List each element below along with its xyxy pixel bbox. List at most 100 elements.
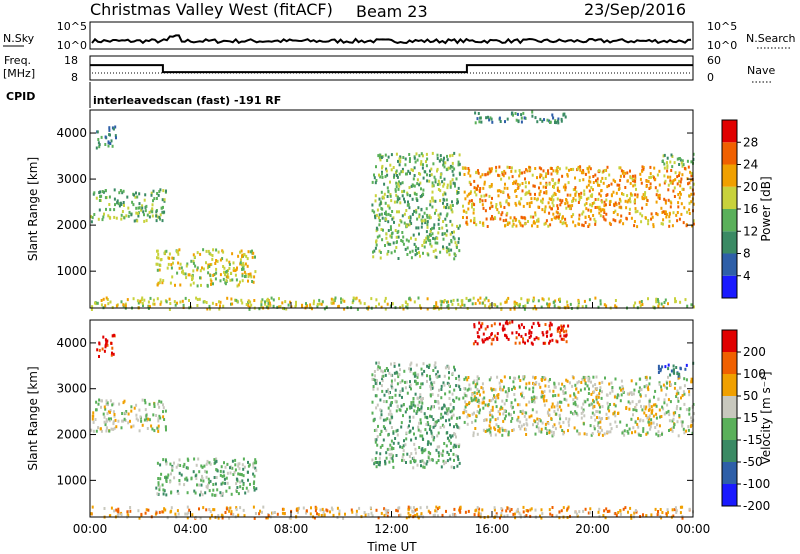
echo-cell xyxy=(546,432,548,435)
echo-cell xyxy=(650,217,653,221)
echo-cell xyxy=(598,183,601,187)
echo-cell xyxy=(431,458,434,462)
echo-cell xyxy=(523,216,526,220)
echo-cell xyxy=(634,174,637,178)
echo-cell xyxy=(384,369,387,373)
echo-cell xyxy=(589,403,592,407)
echo-cell xyxy=(626,200,629,204)
echo-cell xyxy=(506,514,509,518)
echo-cell xyxy=(439,154,442,158)
echo-cell xyxy=(121,412,124,415)
echo-cell xyxy=(532,423,534,427)
echo-cell xyxy=(587,208,590,212)
echo-cell xyxy=(352,296,355,300)
echo-cell xyxy=(536,422,539,426)
echo-cell xyxy=(653,166,656,170)
echo-cell xyxy=(511,429,514,432)
echo-cell xyxy=(514,189,517,192)
echo-cell xyxy=(122,303,125,307)
echo-cell xyxy=(239,506,242,510)
echo-cell xyxy=(610,182,613,186)
echo-cell xyxy=(598,403,601,407)
echo-cell xyxy=(449,232,452,236)
echo-cell xyxy=(545,190,548,194)
echo-cell xyxy=(443,383,446,387)
echo-cell xyxy=(265,516,268,520)
colorbar-tick-label: 4 xyxy=(743,269,751,283)
echo-cell xyxy=(384,508,387,512)
echo-cell xyxy=(597,429,599,433)
echo-cell xyxy=(489,303,492,307)
echo-cell xyxy=(410,438,413,442)
echo-cell xyxy=(492,397,494,401)
echo-cell xyxy=(572,213,575,217)
echo-cell xyxy=(500,405,503,409)
echo-cell xyxy=(654,426,657,429)
echo-cell xyxy=(413,242,416,246)
echo-cell xyxy=(403,200,406,204)
echo-cell xyxy=(177,261,180,265)
echo-cell xyxy=(603,211,606,214)
echo-cell xyxy=(626,171,629,175)
echo-cell xyxy=(448,514,451,518)
echo-cell xyxy=(661,159,664,163)
echo-cell xyxy=(511,224,514,228)
echo-cell xyxy=(688,194,691,198)
echo-cell xyxy=(575,411,578,415)
echo-cell xyxy=(543,399,546,403)
echo-cell xyxy=(215,271,218,275)
echo-cell xyxy=(467,207,470,211)
echo-cell xyxy=(482,224,485,227)
echo-cell xyxy=(138,206,141,210)
echo-cell xyxy=(538,193,541,197)
echo-cell xyxy=(564,188,567,192)
echo-cell xyxy=(101,190,104,193)
echo-cell xyxy=(425,240,427,244)
echo-cell xyxy=(169,510,172,514)
echo-cell xyxy=(399,368,401,372)
echo-cell xyxy=(157,477,160,480)
echo-cell xyxy=(534,432,537,436)
echo-cell xyxy=(105,399,108,403)
echo-cell xyxy=(416,158,419,162)
echo-cell xyxy=(598,207,601,211)
echo-cell xyxy=(176,271,179,275)
echo-cell xyxy=(611,387,614,391)
echo-cell xyxy=(425,152,428,156)
echo-cell xyxy=(589,180,592,184)
colorbar-segment xyxy=(722,330,737,352)
echo-cell xyxy=(586,384,589,388)
echo-cell xyxy=(248,305,251,309)
echo-cell xyxy=(442,201,444,205)
y-tick-label: 3000 xyxy=(56,172,87,186)
echo-cell xyxy=(681,187,684,191)
x-tick-label: 00:00 xyxy=(676,522,711,536)
echo-cell xyxy=(540,430,543,434)
echo-cell xyxy=(620,214,623,218)
echo-cell xyxy=(672,413,675,417)
echo-cell xyxy=(556,207,559,210)
echo-cell xyxy=(381,238,384,242)
echo-cell xyxy=(614,304,617,308)
echo-cell xyxy=(523,514,526,518)
echo-cell xyxy=(419,181,422,185)
echo-cell xyxy=(406,246,409,250)
echo-cell xyxy=(489,217,492,221)
echo-cell xyxy=(426,431,428,435)
echo-cell xyxy=(457,226,460,230)
echo-cell xyxy=(237,513,240,517)
echo-cell xyxy=(534,116,537,120)
echo-cell xyxy=(610,427,613,431)
echo-cell xyxy=(155,414,158,417)
echo-cell xyxy=(95,146,98,150)
echo-cell xyxy=(453,425,455,429)
echo-cell xyxy=(159,302,162,306)
echo-cell xyxy=(647,385,649,389)
echo-cell xyxy=(598,410,601,414)
echo-cell xyxy=(157,193,160,197)
echo-cell xyxy=(389,225,392,229)
echo-cell xyxy=(536,120,539,124)
echo-cell xyxy=(157,483,160,487)
echo-cell xyxy=(228,509,231,513)
echo-cell xyxy=(221,474,224,478)
